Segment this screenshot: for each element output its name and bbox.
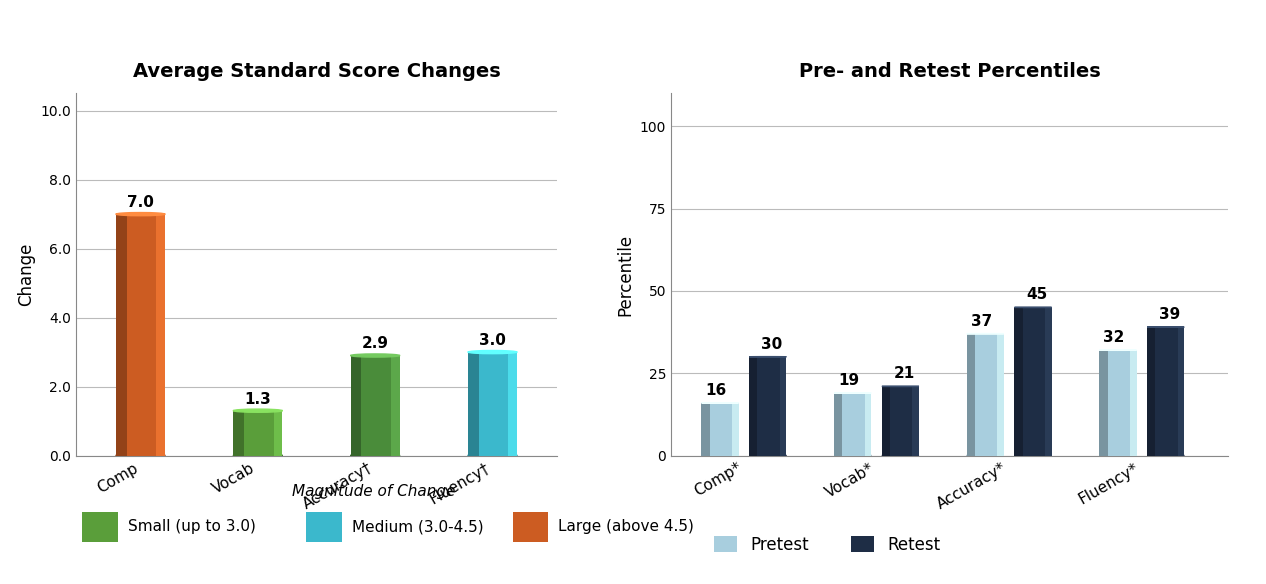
Bar [479,352,517,456]
Text: Magnitude of Change: Magnitude of Change [291,484,456,499]
Ellipse shape [233,454,282,457]
Ellipse shape [116,454,165,457]
Bar [1014,307,1023,456]
Text: Large (above 4.5): Large (above 4.5) [558,519,694,534]
Ellipse shape [468,454,517,457]
Text: 1.3: 1.3 [244,391,271,406]
Bar [710,403,738,456]
Bar [156,214,165,456]
Text: 7.0: 7.0 [127,195,154,210]
Bar [1044,307,1052,456]
Y-axis label: Change: Change [16,243,34,306]
Ellipse shape [351,354,400,357]
Bar [967,333,975,456]
Text: 3.0: 3.0 [479,333,506,348]
Bar [1177,327,1184,456]
Bar [865,393,871,456]
Text: 2.9: 2.9 [362,336,389,352]
Bar [834,393,842,456]
Text: 39: 39 [1160,307,1180,322]
Text: 45: 45 [1027,287,1048,303]
Bar [882,387,890,456]
Bar [998,333,1004,456]
Text: Small (up to 3.0): Small (up to 3.0) [128,519,256,534]
Text: Medium (3.0-4.5): Medium (3.0-4.5) [352,519,484,534]
Legend: Pretest, Retest: Pretest, Retest [708,529,947,561]
Bar [273,411,282,456]
Bar [116,214,127,456]
Bar [1108,350,1137,456]
Bar [233,411,244,456]
Text: 21: 21 [894,366,915,381]
Ellipse shape [233,409,282,412]
Text: 16: 16 [705,383,727,398]
Text: 30: 30 [761,337,782,352]
Bar [1099,350,1108,456]
Title: Pre- and Retest Percentiles: Pre- and Retest Percentiles [799,62,1100,81]
Ellipse shape [351,454,400,457]
Bar [127,214,165,456]
Bar [890,387,919,456]
Bar [1129,350,1137,456]
Bar [1023,307,1052,456]
Bar [508,352,517,456]
Y-axis label: Percentile: Percentile [617,234,634,315]
Bar [468,352,479,456]
Ellipse shape [468,350,517,354]
Bar [701,403,710,456]
Bar [361,356,400,456]
Bar [975,333,1004,456]
Bar [1147,327,1156,456]
Bar [244,411,282,456]
Text: 37: 37 [971,314,993,329]
Bar [842,393,871,456]
Bar [1156,327,1184,456]
Bar [732,403,738,456]
Ellipse shape [116,213,165,215]
Bar [749,357,757,456]
Bar [351,356,361,456]
Title: Average Standard Score Changes: Average Standard Score Changes [133,62,500,81]
Text: 32: 32 [1103,330,1124,345]
Text: 19: 19 [838,373,860,388]
Bar [913,387,919,456]
Bar [391,356,400,456]
Bar [780,357,786,456]
Bar [757,357,786,456]
